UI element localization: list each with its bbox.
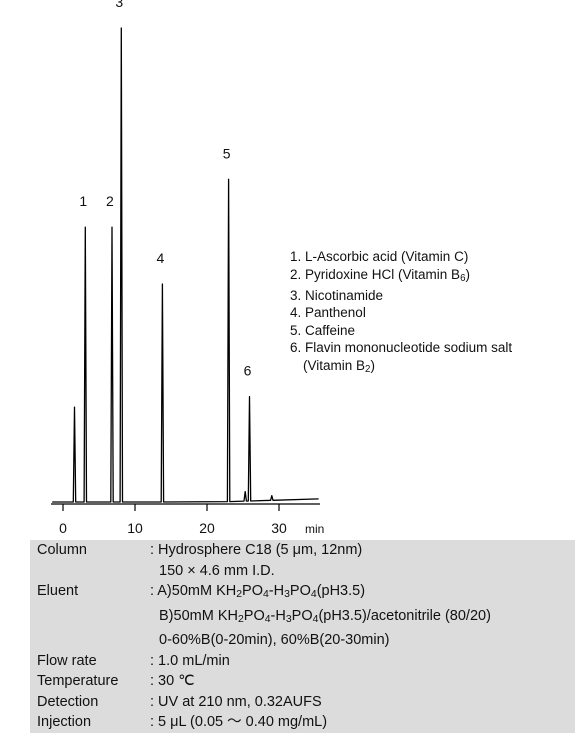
condition-value: : 30 ℃ xyxy=(150,673,195,690)
condition-row: Eluent : A)50mM KH2PO4-H3PO4(pH3.5) B)50mM… xyxy=(30,581,575,651)
legend-item-3: 3. Nicotinamide xyxy=(290,287,384,303)
analysis-conditions: Column : Hydrosphere C18 (5 μm, 12nm) 150 … xyxy=(30,540,575,733)
condition-row: Detection : UV at 210 nm, 0.32AUFS xyxy=(30,692,575,713)
peak-label-2: 2 xyxy=(106,193,114,209)
condition-value: : 5 μL (0.05 ～ 0.40 mg/mL) xyxy=(150,714,328,731)
x-tick-label: 0 xyxy=(59,520,67,536)
compound-legend: 1. L-Ascorbic acid (Vitamin C) 2. Pyridox… xyxy=(290,248,512,378)
peak-label-4: 4 xyxy=(156,250,164,266)
peak-label-3: 3 xyxy=(115,0,123,10)
x-axis-unit: min xyxy=(305,522,324,536)
condition-row: Temperature : 30 ℃ xyxy=(30,671,575,692)
condition-row: Injection : 5 μL (0.05 ～ 0.40 mg/mL) xyxy=(30,712,575,733)
x-tick-label: 10 xyxy=(127,520,143,536)
x-tick-label: 30 xyxy=(271,520,287,536)
condition-label: Temperature xyxy=(37,673,119,690)
condition-row: Flow rate : 1.0 mL/min xyxy=(30,651,575,672)
peak-label-5: 5 xyxy=(223,145,231,161)
legend-item-2: 2. Pyridoxine HCl (Vitamin B6) xyxy=(290,266,470,284)
legend-item-6-note: (Vitamin B2) xyxy=(303,357,375,375)
legend-item-4: 4. Panthenol xyxy=(290,305,366,321)
peak-label-1: 1 xyxy=(79,193,87,209)
chromatogram-trace xyxy=(52,27,319,503)
x-tick-label: 20 xyxy=(199,520,215,536)
condition-label: Injection xyxy=(37,714,92,731)
condition-value: 0-60%B(0-20min), 60%B(20-30min) xyxy=(159,632,390,649)
condition-label: Column xyxy=(37,542,87,558)
legend-item-1: 1. L-Ascorbic acid (Vitamin C) xyxy=(290,249,469,264)
condition-value: 150 × 4.6 mm I.D. xyxy=(159,562,275,579)
peak-label-6: 6 xyxy=(244,363,252,379)
condition-label: Detection xyxy=(37,693,99,710)
condition-label: Eluent xyxy=(37,583,79,599)
condition-row: Column : Hydrosphere C18 (5 μm, 12nm) 150 … xyxy=(30,540,575,581)
legend-item-5: 5. Caffeine xyxy=(290,322,356,338)
legend-item-6: 6. Flavin mononucleotide sodium salt xyxy=(290,340,513,356)
condition-value: : 1.0 mL/min xyxy=(150,652,230,669)
condition-value: : A)50mM KH2PO4-H3PO4(pH3.5) xyxy=(150,583,366,601)
condition-label: Flow rate xyxy=(37,652,97,669)
chromatogram: 1 2 3 4 5 6 0 10 20 30 min xyxy=(51,0,324,536)
condition-value: : UV at 210 nm, 0.32AUFS xyxy=(150,693,322,710)
condition-value: : Hydrosphere C18 (5 μm, 12nm) xyxy=(150,542,363,558)
condition-value: B)50mM KH2PO4-H3PO4(pH3.5)/acetonitrile … xyxy=(159,607,491,625)
